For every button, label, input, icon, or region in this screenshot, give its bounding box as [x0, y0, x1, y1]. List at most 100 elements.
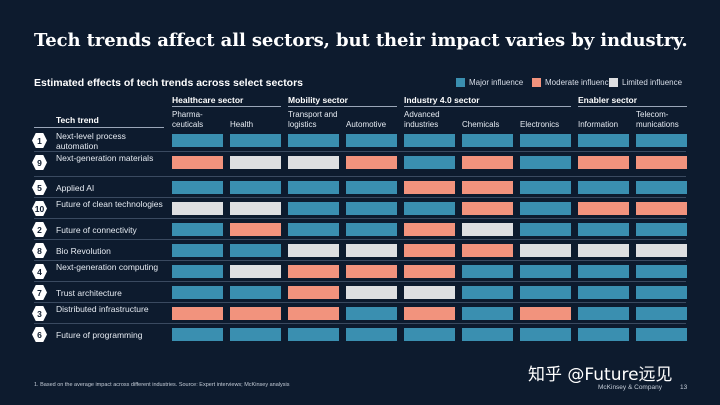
row-label: Next-generation computing — [56, 262, 159, 272]
sector-divider — [578, 106, 687, 107]
sector-divider — [288, 106, 397, 107]
heatmap-cell-major — [520, 202, 571, 215]
heatmap-cell-major — [230, 134, 281, 147]
chart-title: Estimated effects of tech trends across … — [34, 77, 304, 89]
heatmap-cell-major — [578, 223, 629, 236]
heatmap-cell-major — [578, 181, 629, 194]
heatmap-cell-major — [636, 286, 687, 299]
sector-header: Healthcare sector — [172, 95, 244, 105]
row-divider — [34, 151, 686, 152]
row-divider — [34, 323, 686, 324]
row-label: Distributed infrastructure — [56, 304, 149, 314]
heatmap-cell-limited — [404, 286, 455, 299]
heatmap-cell-major — [346, 307, 397, 320]
heatmap-cell-moderate — [230, 223, 281, 236]
page-title: Tech trends affect all sectors, but thei… — [34, 30, 688, 51]
heatmap-cell-moderate — [172, 156, 223, 169]
heatmap-cell-major — [404, 328, 455, 341]
row-number-badge: 10 — [32, 201, 47, 216]
row-number-badge: 4 — [32, 264, 47, 279]
column-header: Telecom-munications — [636, 110, 679, 129]
heatmap-cell-major — [636, 181, 687, 194]
heatmap-cell-limited — [230, 156, 281, 169]
heatmap-cell-major — [172, 134, 223, 147]
row-divider — [34, 260, 686, 261]
heatmap-cell-limited — [636, 244, 687, 257]
heatmap-cell-major — [520, 286, 571, 299]
brand-name: McKinsey & Company — [598, 384, 662, 391]
heatmap-cell-major — [404, 202, 455, 215]
heatmap-cell-moderate — [462, 156, 513, 169]
heatmap-cell-major — [288, 134, 339, 147]
row-number-badge: 6 — [32, 327, 47, 342]
heatmap-cell-major — [520, 134, 571, 147]
heatmap-cell-limited — [288, 156, 339, 169]
row-number-badge: 2 — [32, 222, 47, 237]
row-header: Tech trend — [56, 115, 99, 125]
legend-label-major: Major influence — [469, 78, 524, 87]
heatmap-cell-limited — [288, 244, 339, 257]
legend-item-moderate: Moderate influence — [532, 78, 613, 87]
legend-swatch-moderate — [532, 78, 541, 87]
heatmap-cell-limited — [230, 202, 281, 215]
row-label: Future of clean technologies — [56, 199, 163, 209]
row-number-badge: 8 — [32, 243, 47, 258]
heatmap-cell-moderate — [462, 181, 513, 194]
heatmap-cell-major — [578, 286, 629, 299]
heatmap-cell-major — [346, 202, 397, 215]
heatmap-cell-major — [230, 181, 281, 194]
heatmap-cell-major — [404, 156, 455, 169]
row-divider — [34, 239, 686, 240]
heatmap-cell-limited — [346, 244, 397, 257]
heatmap-cell-limited — [520, 244, 571, 257]
sector-divider — [404, 106, 571, 107]
row-label: Applied AI — [56, 183, 95, 193]
heatmap-cell-major — [288, 223, 339, 236]
heatmap-cell-major — [230, 244, 281, 257]
heatmap-cell-moderate — [404, 307, 455, 320]
sector-divider — [172, 106, 281, 107]
heatmap-cell-moderate — [346, 265, 397, 278]
row-divider — [34, 197, 686, 198]
heatmap-cell-major — [172, 265, 223, 278]
heatmap-cell-moderate — [288, 307, 339, 320]
row-number-badge: 5 — [32, 180, 47, 195]
row-label: Future of connectivity — [56, 225, 137, 235]
legend-swatch-major — [456, 78, 465, 87]
heatmap-cell-moderate — [288, 265, 339, 278]
heatmap-cell-major — [636, 328, 687, 341]
heatmap-cell-limited — [578, 244, 629, 257]
heatmap-cell-major — [172, 244, 223, 257]
heatmap-cell-major — [578, 134, 629, 147]
heatmap-cell-limited — [462, 223, 513, 236]
row-number-badge: 7 — [32, 285, 47, 300]
heatmap-cell-major — [520, 156, 571, 169]
heatmap-cell-major — [288, 328, 339, 341]
heatmap-cell-major — [520, 223, 571, 236]
heatmap-cell-major — [462, 265, 513, 278]
page-number: 13 — [680, 384, 688, 391]
column-header: Transport and logistics — [288, 110, 338, 129]
heatmap-cell-moderate — [404, 244, 455, 257]
column-header: Automotive — [346, 120, 387, 129]
heatmap-cell-limited — [230, 265, 281, 278]
row-number-badge: 3 — [32, 306, 47, 321]
column-header: Information — [578, 120, 619, 129]
heatmap-cell-moderate — [636, 202, 687, 215]
heatmap-cell-major — [172, 286, 223, 299]
heatmap-cell-major — [636, 134, 687, 147]
heatmap-cell-moderate — [636, 156, 687, 169]
row-label: Trust architecture — [56, 288, 122, 298]
sector-header: Mobility sector — [288, 95, 348, 105]
heatmap-cell-major — [288, 202, 339, 215]
heatmap-cell-major — [636, 223, 687, 236]
heatmap-cell-moderate — [230, 307, 281, 320]
legend-item-major: Major influence — [456, 78, 523, 87]
heatmap-cell-major — [462, 134, 513, 147]
heatmap-cell-major — [230, 286, 281, 299]
row-divider — [34, 302, 686, 303]
heatmap-cell-moderate — [404, 223, 455, 236]
legend-label-limited: Limited influence — [622, 78, 683, 87]
legend-item-limited: Limited influence — [609, 78, 682, 87]
heatmap-cell-major — [346, 134, 397, 147]
